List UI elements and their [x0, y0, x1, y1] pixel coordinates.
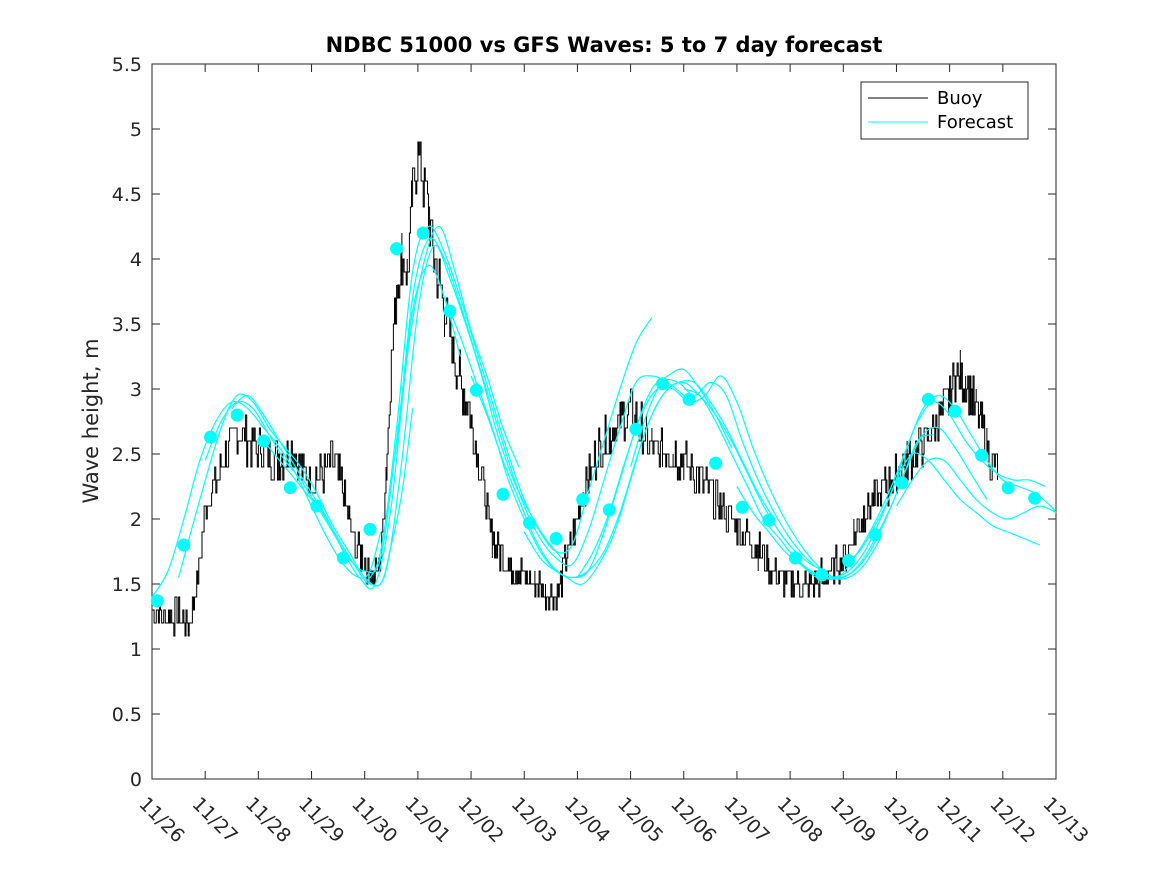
forecast-point	[469, 383, 483, 397]
forecast-point	[788, 551, 802, 565]
y-tick-label: 2.5	[112, 444, 142, 466]
forecast-point	[549, 532, 563, 545]
forecast-point	[363, 522, 377, 536]
forecast-point	[177, 538, 191, 552]
legend-box	[860, 81, 1029, 140]
forecast-run-line-0	[151, 400, 382, 598]
forecast-run-line-16	[895, 457, 1057, 520]
plot-area	[151, 63, 1057, 780]
forecast-point	[975, 448, 989, 462]
forecast-point	[656, 377, 669, 391]
buoy-series-line	[152, 141, 998, 637]
y-tick-label: 0.5	[112, 704, 142, 726]
legend-buoy-label: Buoy	[937, 88, 983, 109]
forecast-run-line-9	[523, 381, 828, 579]
forecast-point	[257, 434, 271, 448]
forecast-point	[523, 516, 537, 530]
y-tick-label: 4	[130, 249, 142, 271]
y-tick-label: 1	[130, 639, 142, 661]
forecast-point	[230, 408, 244, 422]
forecast-point	[496, 487, 510, 501]
y-tick-label: 3.5	[112, 314, 142, 336]
forecast-point	[336, 551, 350, 565]
chart-title: NDBC 51000 vs GFS Waves: 5 to 7 day fore…	[326, 33, 883, 57]
y-tick-label: 0	[130, 769, 142, 791]
forecast-point	[204, 430, 217, 444]
forecast-point	[735, 500, 749, 514]
forecast-point	[416, 226, 430, 240]
forecast-point	[283, 481, 297, 495]
y-tick-label: 3	[130, 379, 142, 401]
forecast-run-line-4	[257, 244, 562, 587]
forecast-point	[842, 554, 856, 568]
forecast-point	[150, 594, 164, 608]
forecast-point	[948, 404, 962, 418]
forecast-run-line-5	[364, 225, 653, 585]
y-axis-label: Wave height, m	[79, 338, 103, 503]
forecast-run-line-8	[470, 375, 775, 586]
legend-forecast-label: Forecast	[937, 112, 1013, 133]
forecast-point	[895, 476, 909, 490]
forecast-point	[629, 422, 643, 436]
forecast-point	[576, 493, 590, 506]
y-tick-label: 5	[130, 119, 142, 141]
forecast-point	[682, 392, 696, 406]
forecast-point	[709, 456, 723, 470]
forecast-point	[921, 392, 935, 406]
y-tick-label: 1.5	[112, 574, 142, 596]
forecast-point	[762, 513, 776, 527]
forecast-run-line-10	[576, 375, 882, 580]
forecast-run-line-6	[396, 237, 685, 567]
forecast-point	[1001, 481, 1015, 495]
forecast-run-line-14	[789, 401, 1046, 580]
forecast-point	[1028, 491, 1042, 505]
y-tick-label: 5.5	[112, 54, 142, 76]
forecast-run-line-3	[231, 225, 520, 590]
y-tick-label: 2	[130, 509, 142, 531]
forecast-point	[390, 242, 404, 256]
forecast-point	[443, 304, 457, 318]
forecast-run-line-11	[630, 378, 934, 579]
forecast-point	[602, 503, 616, 517]
series-layer	[150, 141, 1057, 637]
y-tick-label: 4.5	[112, 184, 142, 206]
forecast-point	[310, 499, 324, 513]
forecast-point	[815, 568, 829, 582]
legend: Buoy Forecast	[860, 81, 1029, 140]
forecast-point	[868, 528, 882, 542]
